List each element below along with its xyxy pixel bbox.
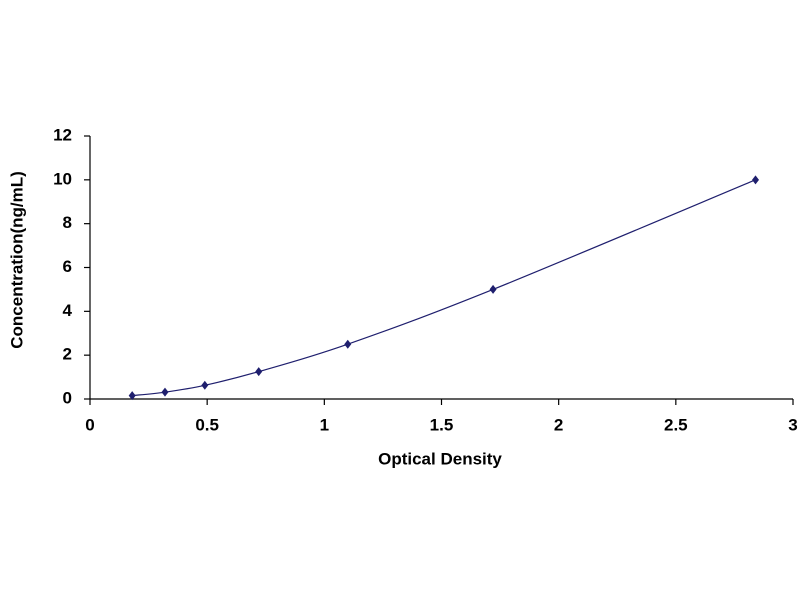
x-tick-label: 1 — [320, 415, 329, 434]
data-point — [161, 387, 169, 397]
y-tick-label: 8 — [63, 213, 72, 232]
data-point — [344, 339, 352, 349]
y-tick-label: 4 — [63, 301, 73, 320]
x-axis-title: Optical Density — [378, 449, 502, 468]
y-tick-label: 12 — [53, 125, 72, 144]
x-tick-label: 0 — [85, 415, 94, 434]
x-tick-label: 0.5 — [195, 415, 219, 434]
x-tick-label: 3 — [788, 415, 797, 434]
x-tick-label: 2 — [554, 415, 563, 434]
data-point — [489, 284, 497, 294]
x-tick-label: 1.5 — [430, 415, 454, 434]
data-point — [201, 380, 209, 390]
y-tick-label: 10 — [53, 169, 72, 188]
data-point — [128, 391, 136, 401]
data-point — [752, 175, 760, 185]
fit-curve — [132, 179, 756, 397]
y-tick-label: 6 — [63, 257, 72, 276]
y-tick-label: 0 — [63, 388, 72, 407]
data-point — [255, 367, 263, 377]
y-tick-label: 2 — [63, 345, 72, 364]
y-axis-title: Concentration(ng/mL) — [7, 171, 26, 349]
x-tick-label: 2.5 — [664, 415, 688, 434]
